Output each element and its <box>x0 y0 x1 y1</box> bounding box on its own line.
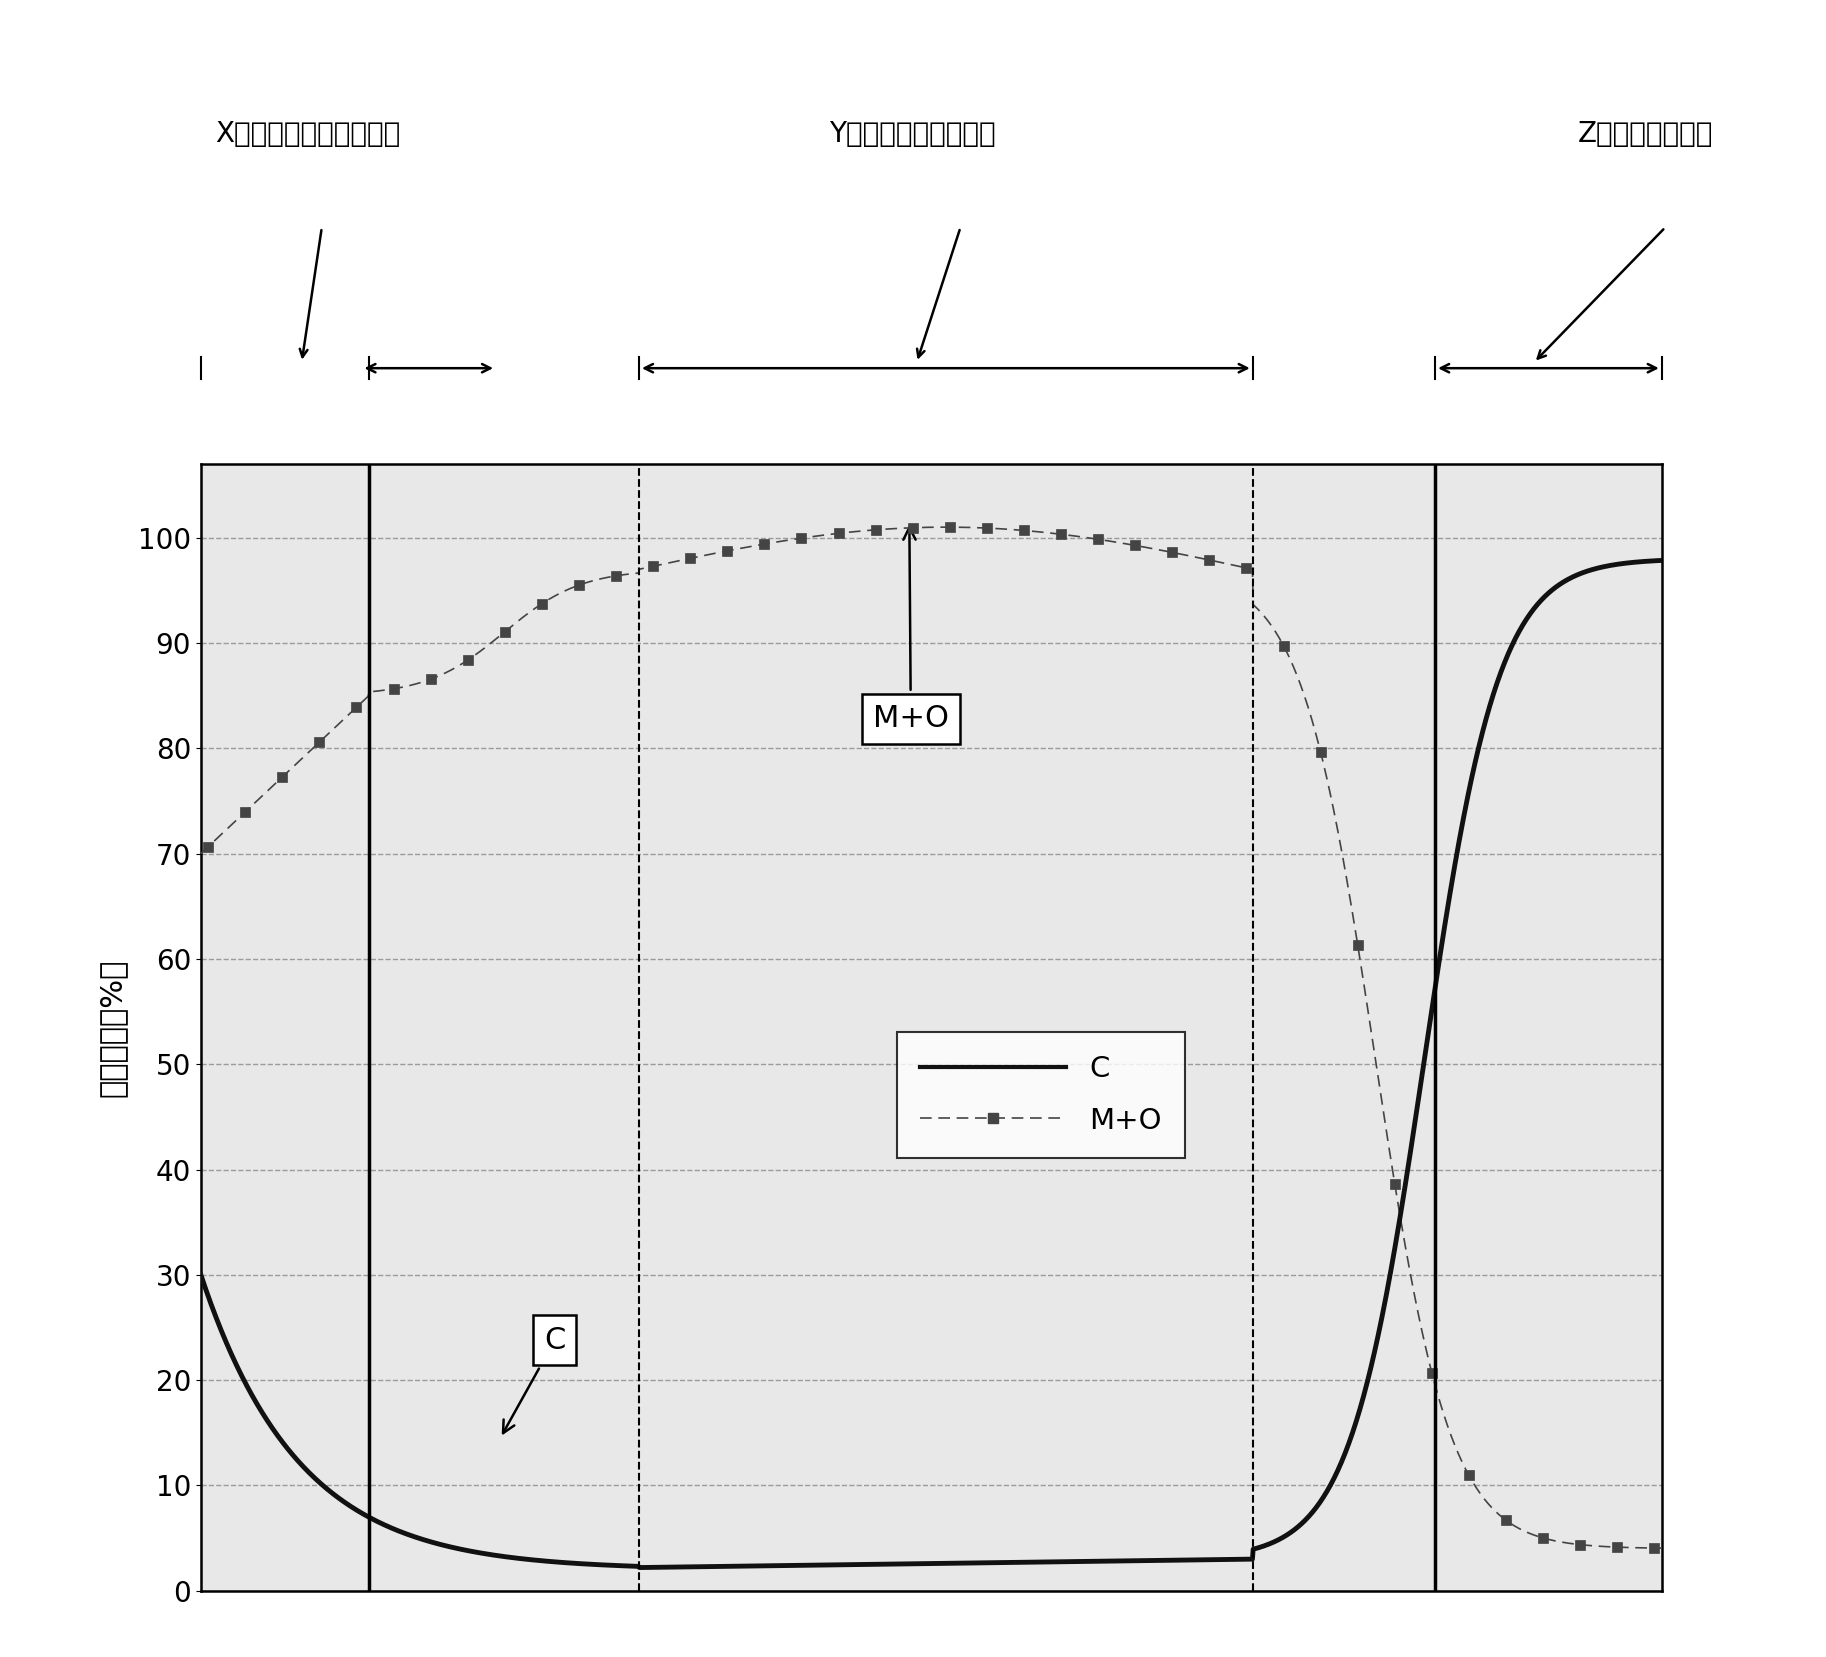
Text: Y（气体隔离层区域）: Y（气体隔离层区域） <box>829 121 995 149</box>
Text: Z（粘接层区域）: Z（粘接层区域） <box>1578 121 1713 149</box>
Text: X（外表面保护层区域）: X（外表面保护层区域） <box>215 121 400 149</box>
Legend: C, M+O: C, M+O <box>897 1032 1185 1158</box>
Y-axis label: 元素浓度（%）: 元素浓度（%） <box>99 958 126 1097</box>
Text: C: C <box>502 1326 566 1433</box>
Text: M+O: M+O <box>873 527 950 732</box>
